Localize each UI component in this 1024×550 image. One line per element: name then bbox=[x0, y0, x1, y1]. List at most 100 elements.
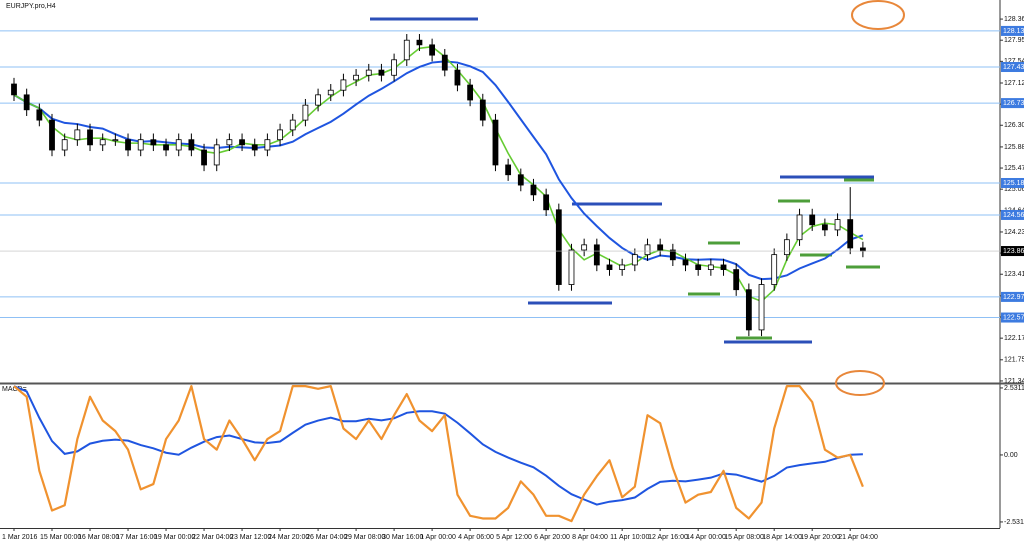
candle-body bbox=[745, 289, 752, 331]
x-tick-label: 26 Mar 04:00 bbox=[306, 534, 347, 541]
y-tick-label: 126.300 bbox=[1004, 122, 1024, 129]
candle-body bbox=[315, 94, 321, 106]
x-tick-label: 1 Apr 00:00 bbox=[420, 534, 456, 541]
candle-body bbox=[11, 83, 17, 96]
candle-body bbox=[619, 264, 626, 270]
candle-body bbox=[441, 54, 448, 71]
x-tick-label: 17 Mar 16:00 bbox=[116, 534, 157, 541]
level-label-box bbox=[1001, 312, 1024, 323]
level-label-box bbox=[1001, 177, 1024, 188]
candle-body bbox=[682, 259, 689, 266]
candle-body bbox=[821, 224, 828, 231]
candle-body bbox=[517, 174, 524, 186]
current-price-box bbox=[1001, 246, 1024, 257]
candle-body bbox=[809, 214, 816, 226]
level-label-box bbox=[1001, 98, 1024, 109]
candle-body bbox=[99, 139, 106, 146]
candle-body bbox=[644, 244, 651, 256]
candle-body bbox=[796, 214, 803, 241]
candle-body bbox=[568, 249, 575, 285]
annotations bbox=[370, 0, 905, 396]
candle-body bbox=[657, 244, 664, 251]
y-tick-label: 127.120 bbox=[1004, 80, 1024, 87]
y-tick-label: 128.360 bbox=[1004, 16, 1024, 23]
level-label: 127.430 bbox=[1003, 64, 1024, 71]
candle-body bbox=[112, 139, 119, 142]
level-label: 126.730 bbox=[1003, 100, 1024, 107]
candle-body bbox=[226, 139, 233, 146]
candle-body bbox=[606, 264, 613, 270]
candle-body bbox=[353, 74, 359, 81]
candle-body bbox=[125, 139, 131, 151]
level-label-box bbox=[1001, 62, 1024, 73]
candle-body bbox=[175, 139, 182, 151]
candle-body bbox=[720, 264, 727, 270]
candle-body bbox=[593, 244, 600, 266]
candle-body bbox=[23, 94, 30, 111]
y-tick-label: 125.060 bbox=[1004, 186, 1024, 193]
candle-body bbox=[378, 69, 385, 76]
candle-body bbox=[365, 69, 372, 76]
level-label-box bbox=[1001, 209, 1024, 220]
candle-body bbox=[277, 129, 283, 141]
candle-body bbox=[505, 164, 512, 176]
highlight-circle bbox=[835, 370, 885, 396]
candle-body bbox=[239, 139, 245, 146]
candle-body bbox=[543, 194, 550, 211]
candle-body bbox=[391, 59, 398, 76]
x-tick-label: 24 Mar 20:00 bbox=[268, 534, 309, 541]
indicator-title: MACD= bbox=[2, 386, 27, 393]
indicator-line bbox=[13, 385, 864, 523]
y-tick-label: 125.880 bbox=[1004, 144, 1024, 151]
current-price-label: 123.860 bbox=[1003, 248, 1024, 255]
y-tick-label: 127.950 bbox=[1004, 37, 1024, 44]
candle-body bbox=[581, 244, 588, 251]
candle-body bbox=[36, 109, 43, 121]
candle-body bbox=[403, 39, 410, 61]
candle-body bbox=[213, 144, 220, 166]
candle-body bbox=[74, 129, 81, 141]
y-tick-label: 121.750 bbox=[1004, 357, 1024, 364]
candle-body bbox=[429, 44, 436, 56]
y2-tick-label: -2.5311 bbox=[1004, 519, 1024, 526]
chart-title: EURJPY.pro,H4 bbox=[6, 3, 56, 10]
x-tick-label: 23 Mar 12:00 bbox=[230, 534, 271, 541]
x-tick-label: 21 Apr 04:00 bbox=[838, 534, 878, 541]
x-tick-label: 18 Apr 14:00 bbox=[762, 534, 802, 541]
candle-body bbox=[87, 129, 93, 146]
indicator bbox=[13, 385, 864, 523]
candle-body bbox=[61, 139, 68, 151]
y-tick-label: 124.230 bbox=[1004, 229, 1024, 236]
candle-body bbox=[150, 139, 157, 146]
candle-body bbox=[771, 254, 778, 285]
x-tick-label: 30 Mar 16:00 bbox=[382, 534, 423, 541]
candle-body bbox=[327, 89, 334, 96]
level-label: 122.970 bbox=[1003, 294, 1024, 301]
x-tick-label: 8 Apr 04:00 bbox=[572, 534, 608, 541]
x-tick-label: 15 Apr 08:00 bbox=[724, 534, 764, 541]
candle-body bbox=[302, 104, 309, 121]
candle-body bbox=[137, 139, 144, 151]
x-tick-label: 6 Apr 20:00 bbox=[534, 534, 570, 541]
y2-tick-label: 0.00 bbox=[1004, 452, 1018, 459]
candle-body bbox=[163, 144, 169, 151]
candle-body bbox=[631, 254, 638, 266]
candle-body bbox=[454, 69, 461, 86]
candle-body bbox=[188, 139, 195, 151]
level-label: 124.560 bbox=[1003, 212, 1024, 219]
y-tick-label: 122.170 bbox=[1004, 335, 1024, 342]
y-tick-label: 123.410 bbox=[1004, 271, 1024, 278]
highlight-circle bbox=[851, 0, 905, 30]
x-tick-label: 16 Mar 08:00 bbox=[78, 534, 119, 541]
y-tick-label: 125.470 bbox=[1004, 165, 1024, 172]
candle-body bbox=[834, 219, 841, 231]
level-label-box bbox=[1001, 291, 1024, 302]
candle-body bbox=[492, 119, 499, 166]
x-tick-label: 19 Apr 20:00 bbox=[800, 534, 840, 541]
y-tick-label: 121.340 bbox=[1004, 378, 1024, 385]
level-label: 128.130 bbox=[1003, 28, 1024, 35]
x-tick-label: 5 Apr 12:00 bbox=[496, 534, 532, 541]
candle-body bbox=[847, 219, 854, 249]
